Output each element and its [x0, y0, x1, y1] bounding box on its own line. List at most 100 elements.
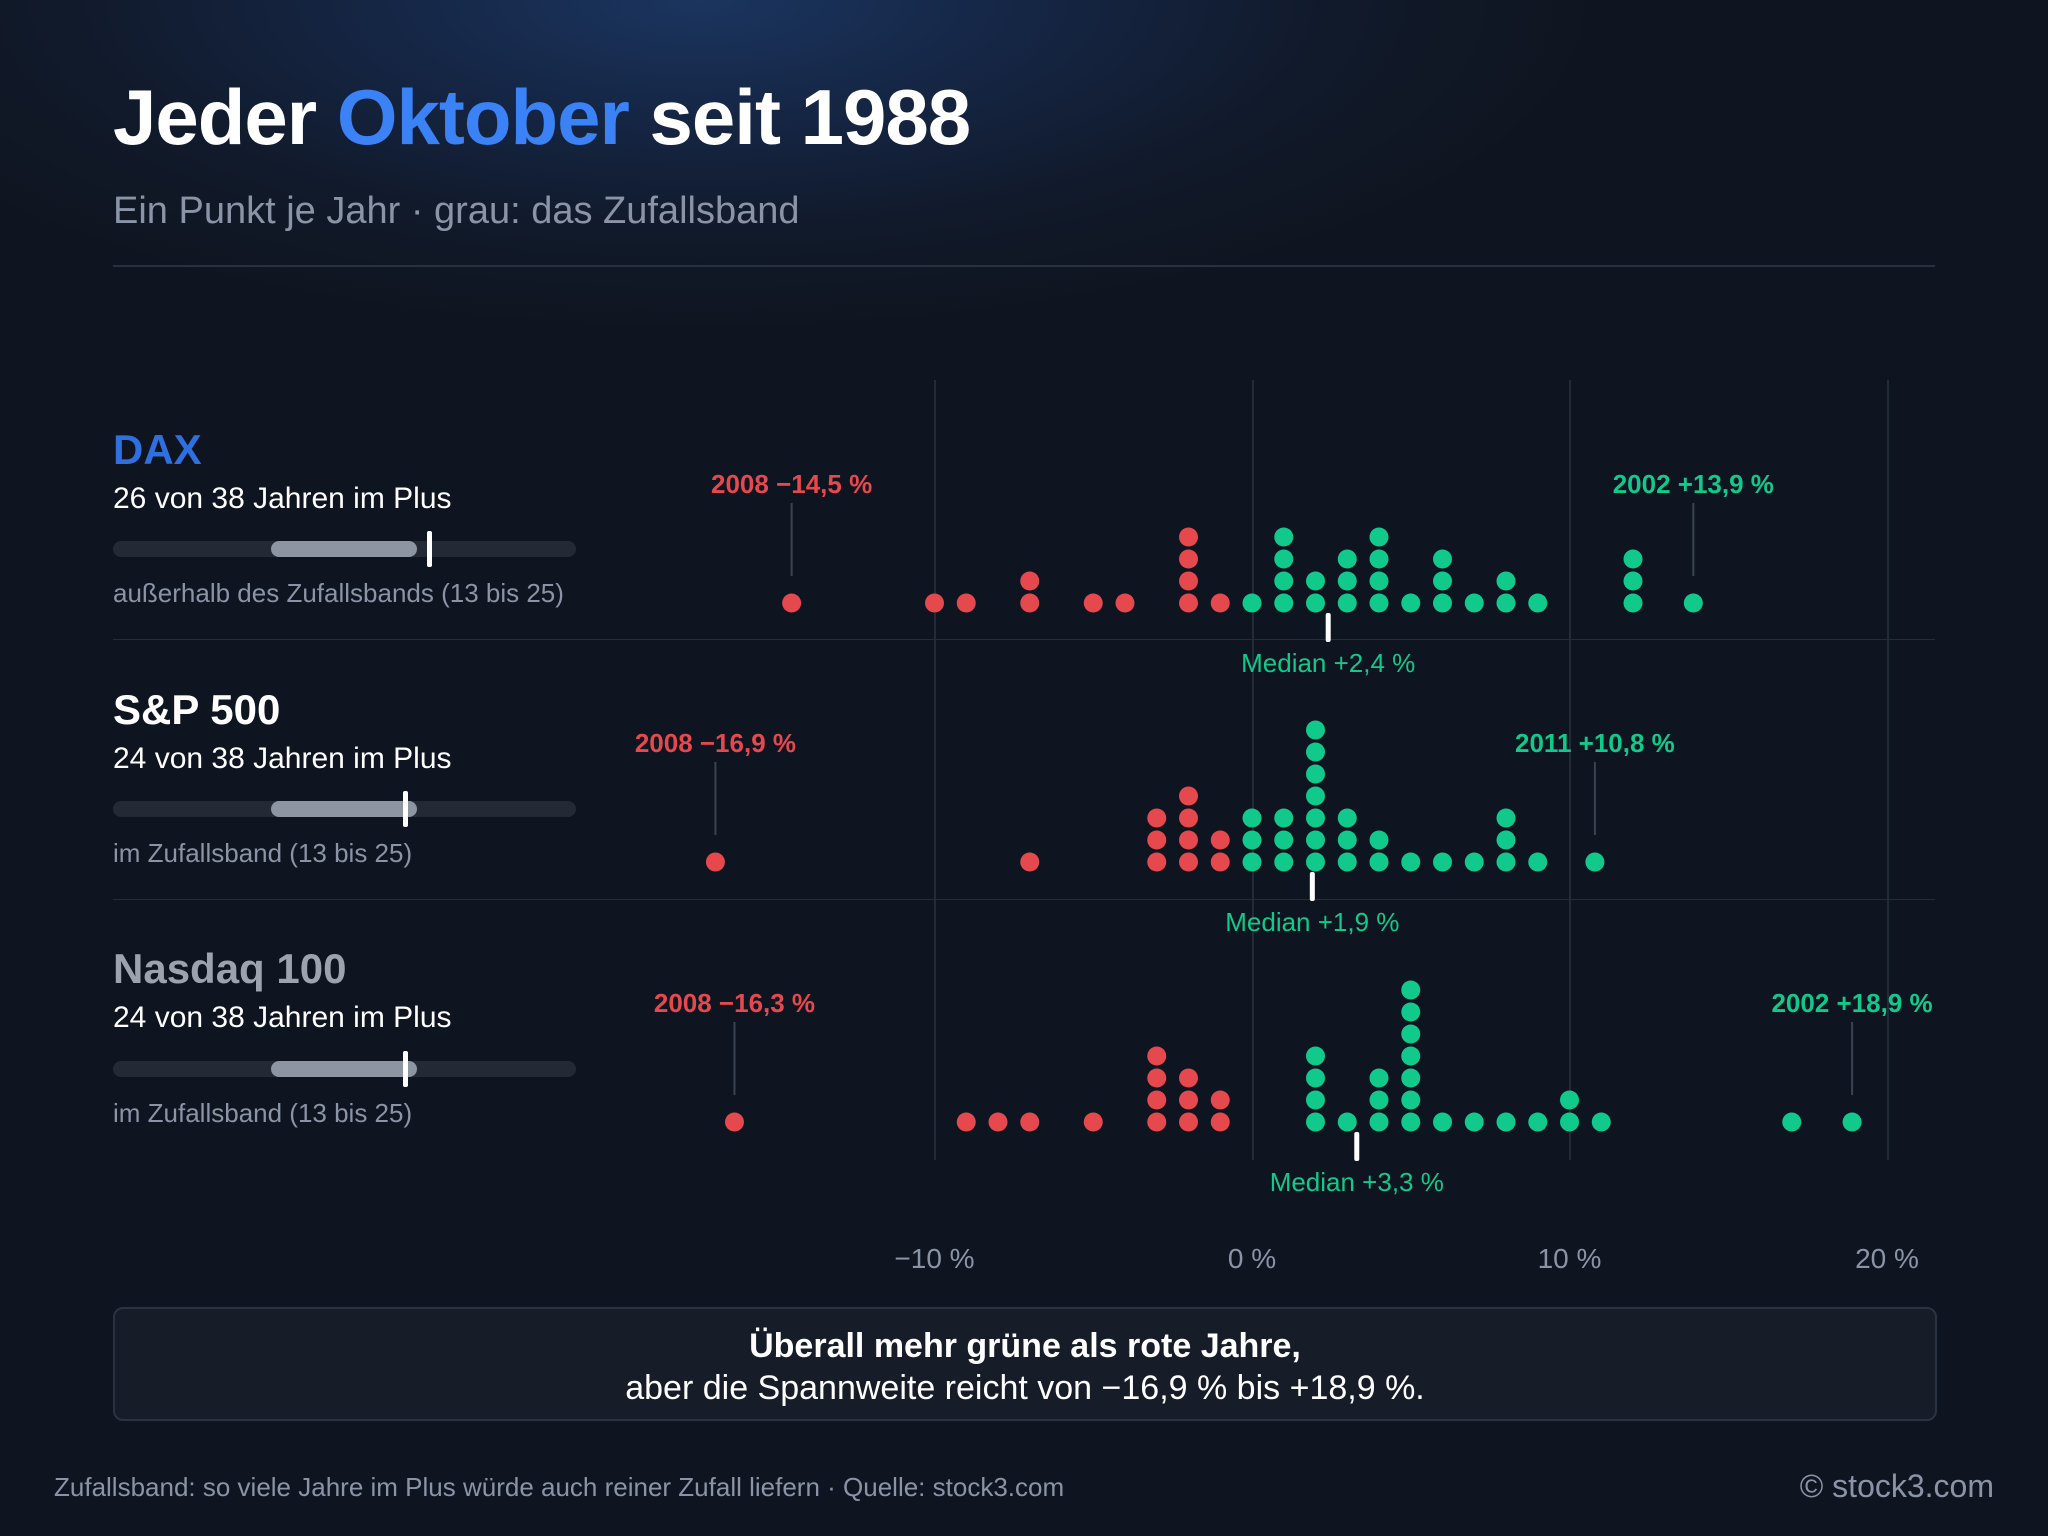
data-point [1496, 571, 1516, 591]
data-point [1020, 1112, 1040, 1132]
max-label: 2011 +10,8 % [1515, 728, 1675, 758]
row-separator [113, 639, 1935, 640]
data-point [1179, 808, 1198, 828]
data-point [1842, 1112, 1862, 1132]
data-point [1020, 571, 1040, 591]
data-point [1401, 852, 1421, 872]
x-tick-label: −10 % [894, 1243, 974, 1274]
data-point [1369, 527, 1389, 547]
data-point [1433, 549, 1452, 569]
data-point [1147, 852, 1167, 872]
data-point [1528, 852, 1548, 872]
band-note-nasdaq100: im Zufallsband (13 bis 25) [113, 1098, 413, 1128]
data-point [1179, 527, 1198, 547]
data-point [1560, 1112, 1579, 1132]
data-point [1274, 549, 1294, 569]
band-track-sp500 [113, 791, 576, 827]
data-point [1242, 593, 1262, 613]
data-point [705, 852, 725, 872]
data-point [925, 593, 944, 613]
data-point [1623, 593, 1643, 613]
data-point [1306, 1068, 1325, 1088]
data-point [1179, 593, 1198, 613]
data-point [1337, 593, 1357, 613]
data-point [1147, 1090, 1167, 1110]
grid-line-minus-10 [934, 380, 936, 1160]
row-count-dax: 26 von 38 Jahren im Plus [113, 482, 452, 515]
row-separator [113, 899, 1935, 900]
data-point [1210, 593, 1230, 613]
data-point [1337, 808, 1357, 828]
data-point [1306, 1090, 1325, 1110]
data-point [1210, 852, 1230, 872]
data-point [1083, 1112, 1103, 1132]
summary-detail: aber die Spannweite reicht von −16,9 % b… [625, 1369, 1425, 1407]
data-point [1337, 571, 1357, 591]
min-label: 2008 −16,9 % [635, 728, 796, 758]
data-point [1179, 1112, 1198, 1132]
header-divider [113, 265, 1935, 267]
data-point [1337, 830, 1357, 850]
data-point [1147, 830, 1167, 850]
min-label: 2008 −16,3 % [654, 988, 815, 1018]
data-point [1179, 830, 1198, 850]
data-point [988, 1112, 1008, 1132]
data-point [1401, 1024, 1421, 1044]
median-marker [1354, 1132, 1360, 1161]
data-point [1369, 1068, 1389, 1088]
data-point [1020, 852, 1040, 872]
data-point [1369, 549, 1389, 569]
min-label: 2008 −14,5 % [711, 469, 872, 499]
data-point [1623, 549, 1643, 569]
data-point [1369, 1112, 1389, 1132]
random-band-sp500 [271, 801, 417, 817]
random-band-dax [271, 541, 417, 557]
data-point [1274, 593, 1294, 613]
data-point [1115, 593, 1135, 613]
data-point [1147, 808, 1167, 828]
data-point [1464, 852, 1484, 872]
data-point [1585, 852, 1605, 872]
data-point [956, 1112, 976, 1132]
data-point [1306, 571, 1325, 591]
data-point [1369, 852, 1389, 872]
data-point [956, 593, 976, 613]
data-point [1147, 1068, 1167, 1088]
data-point [1782, 1112, 1802, 1132]
data-point [1210, 830, 1230, 850]
band-track-nasdaq100 [113, 1051, 576, 1087]
row-title-nasdaq100: Nasdaq 100 [113, 945, 347, 992]
data-point [1179, 1090, 1198, 1110]
random-band-nasdaq100 [271, 1061, 417, 1077]
data-point [1306, 830, 1325, 850]
data-point [1179, 786, 1198, 806]
grid-line-20 [1887, 380, 1889, 1160]
title-suffix: seit 1988 [628, 73, 972, 161]
row-count-sp500: 24 von 38 Jahren im Plus [113, 742, 452, 775]
title-accent: Oktober [336, 73, 630, 161]
data-point [1306, 1046, 1325, 1066]
row-count-nasdaq100: 24 von 38 Jahren im Plus [113, 1001, 452, 1034]
data-point [1306, 852, 1325, 872]
data-point [1020, 593, 1040, 613]
data-point [1210, 1112, 1230, 1132]
data-point [1496, 1112, 1516, 1132]
data-point [1496, 593, 1516, 613]
data-point [1306, 786, 1325, 806]
x-tick-label: 0 % [1228, 1243, 1276, 1274]
median-marker [1309, 872, 1315, 901]
count-marker-nasdaq100 [403, 1051, 408, 1087]
row-title-sp500: S&P 500 [113, 686, 281, 733]
data-point [1683, 593, 1703, 613]
data-point [1147, 1046, 1167, 1066]
max-label: 2002 +18,9 % [1771, 988, 1932, 1018]
grid-line-0 [1252, 380, 1254, 1160]
title-prefix: Jeder [113, 73, 337, 161]
data-point [1274, 852, 1294, 872]
data-point [1496, 852, 1516, 872]
data-point [1401, 980, 1421, 1000]
data-point [1528, 593, 1548, 613]
data-point [1306, 742, 1325, 762]
data-point [1401, 593, 1421, 613]
data-point [782, 593, 802, 613]
